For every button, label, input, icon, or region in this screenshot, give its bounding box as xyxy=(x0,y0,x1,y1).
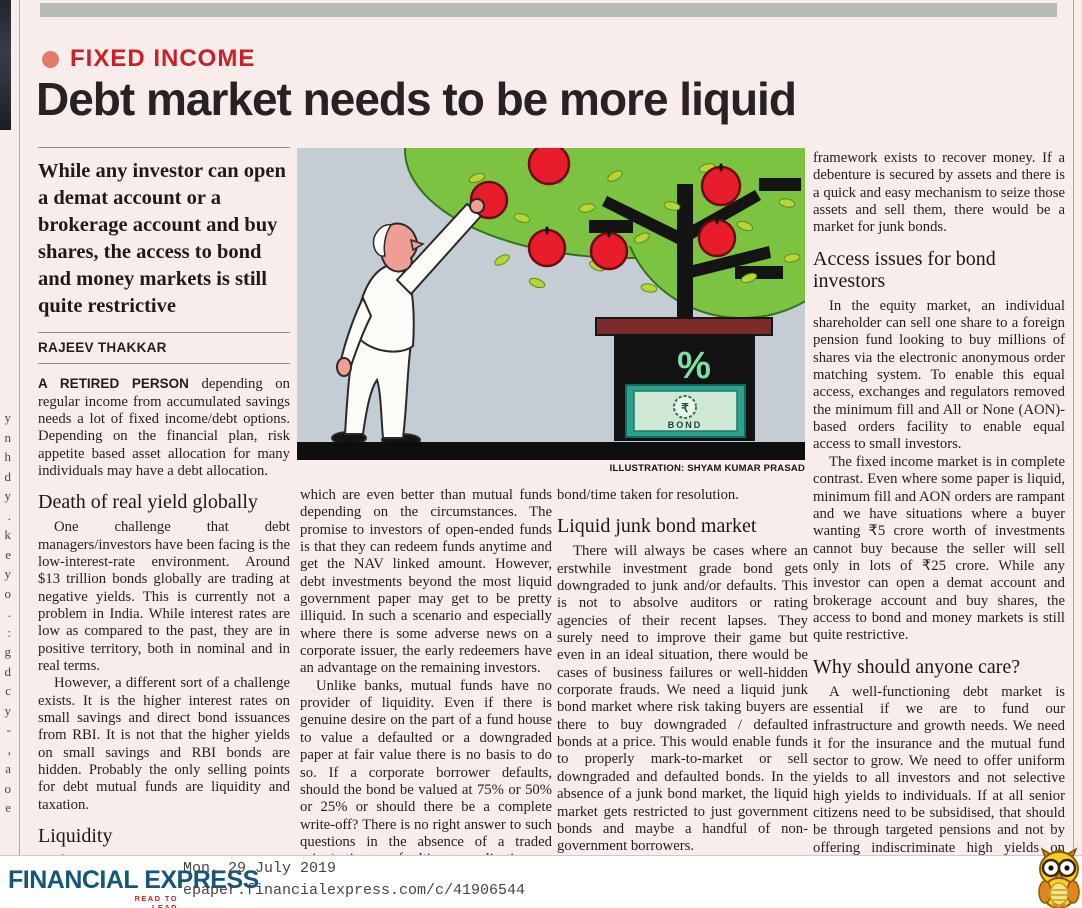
paragraph: One challenge that debt managers/investo… xyxy=(38,519,290,675)
owl-mascot-icon xyxy=(1038,847,1080,908)
epaper-footer: FINANCIAL EXPRESS READ TO LEAD Mon, 29 J… xyxy=(0,847,1082,908)
subheading-access-issues: Access issues for bond investors xyxy=(813,247,996,292)
section-kicker: FIXED INCOME xyxy=(42,45,255,73)
byline: RAJEEV THAKKAR xyxy=(38,332,290,365)
bullet-dot-icon xyxy=(42,50,59,68)
right-column-divider xyxy=(1073,0,1074,855)
lead-in: A RETIRED PERSON xyxy=(38,376,189,392)
paragraph: In the equity market, an individual shar… xyxy=(813,297,1065,453)
paragraph: The fixed income market is in complete c… xyxy=(813,453,1065,644)
illustration-man-picking-apples-from-bond-tree: % ₹ BOND xyxy=(297,148,805,460)
paragraph: A well-functioning debt market is essent… xyxy=(813,683,1065,873)
paragraph-text: depending on regular income from accumul… xyxy=(38,376,290,479)
bond-label: BOND xyxy=(668,420,703,430)
paragraph: A RETIRED PERSON depending on regular in… xyxy=(38,376,290,480)
article-column-2: which are even better than mutual funds … xyxy=(300,487,552,886)
epaper-url[interactable]: epaper.financialexpress.com/c/41906544 xyxy=(183,882,526,899)
paragraph: framework exists to recover money. If a … xyxy=(813,150,1065,236)
adjacent-page-text-fragments: y n h d y . k e y o . : g d c y - , a o … xyxy=(4,410,12,815)
section-label: FIXED INCOME xyxy=(70,45,256,72)
subheading-liquidity: Liquidity xyxy=(38,825,113,848)
article-headline: Debt market needs to be more liquid xyxy=(36,73,797,125)
standfirst: While any investor can open a demat acco… xyxy=(38,147,290,320)
top-gray-bar xyxy=(40,3,1057,17)
edition-date: Mon, 29 July 2019 xyxy=(183,860,337,877)
paragraph: which are even better than mutual funds … xyxy=(300,487,552,677)
rupee-symbol: ₹ xyxy=(681,401,689,415)
article-column-4: framework exists to recover money. If a … xyxy=(813,150,1065,908)
subheading-death-of-real-yield: Death of real yield globally xyxy=(38,491,258,514)
article-column-3: bond/time taken for resolution. Liquid j… xyxy=(557,487,808,890)
left-column-divider xyxy=(19,0,20,855)
illustration-caption: ILLUSTRATION: SHYAM KUMAR PRASAD xyxy=(609,463,805,474)
adjacent-page-photo-fragment xyxy=(0,0,11,130)
article-column-1: While any investor can open a demat acco… xyxy=(38,147,290,908)
paragraph: bond/time taken for resolution. xyxy=(557,487,739,503)
logo-tagline: READ TO LEAD xyxy=(134,894,178,908)
illustration-block: % ₹ BOND ILLUSTRATION: SHYAM KUMAR PRASA… xyxy=(297,148,805,474)
percent-symbol: % xyxy=(677,345,711,387)
paragraph: There will always be cases where an erst… xyxy=(557,543,808,855)
paragraph: However, a different sort of a challenge… xyxy=(38,675,290,813)
subheading-liquid-junk-bond-market: Liquid junk bond market xyxy=(557,515,757,538)
subheading-why-should-anyone-care: Why should anyone care? xyxy=(813,655,1021,678)
financial-express-logo: FINANCIAL EXPRESS xyxy=(8,866,259,894)
